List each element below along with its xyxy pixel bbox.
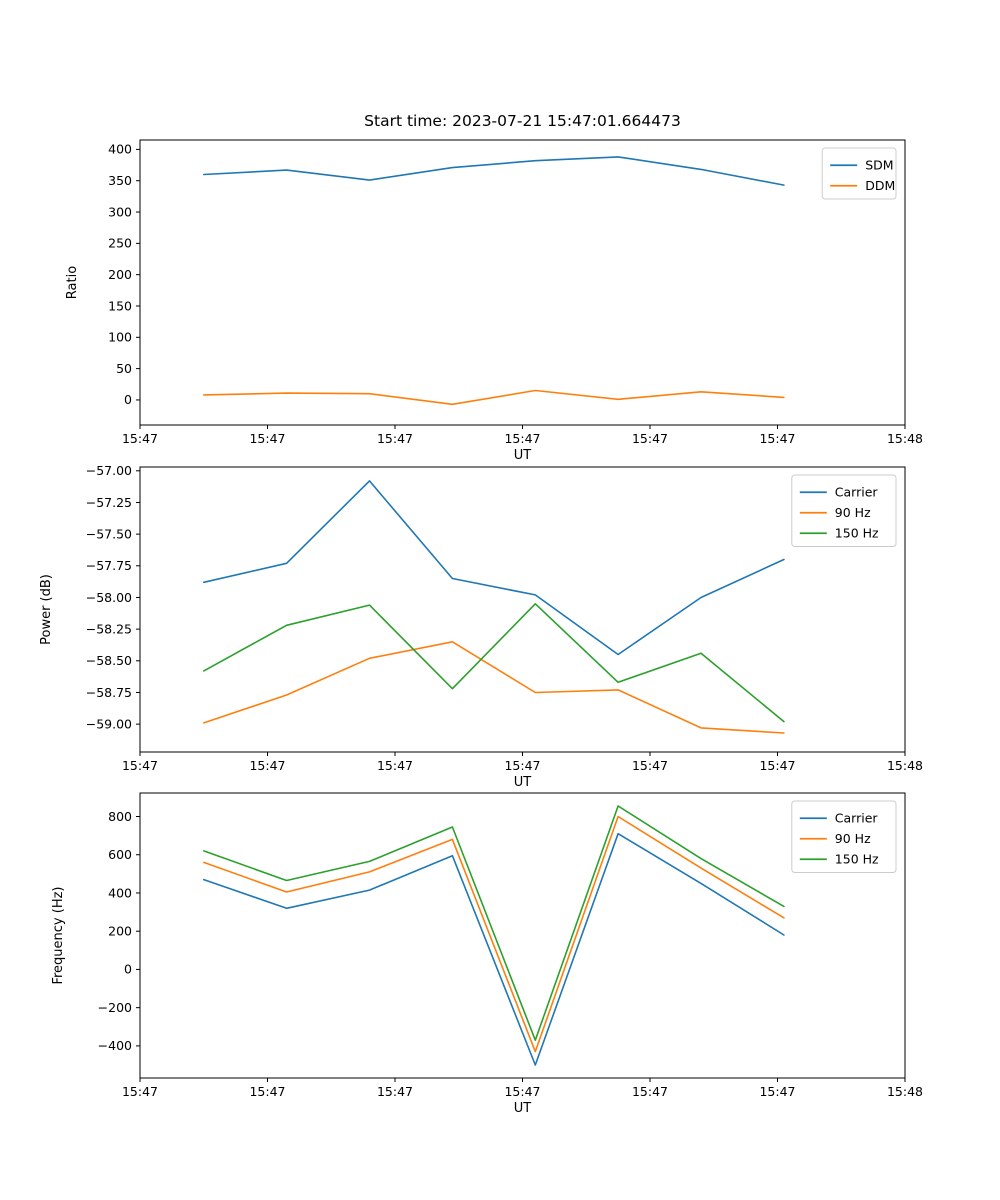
- legend-label: DDM: [865, 178, 895, 193]
- axes-frame: [139, 139, 906, 426]
- y-tick-label: 600: [108, 847, 132, 862]
- x-tick-label: 15:47: [122, 758, 158, 773]
- x-axis-label: UT: [514, 1101, 532, 1116]
- y-tick-label: 300: [108, 204, 132, 219]
- x-tick-label: 15:47: [249, 431, 285, 446]
- y-axis-label: Power (dB): [39, 574, 54, 645]
- legend-label: Carrier: [835, 811, 879, 826]
- x-tick-label: 15:47: [759, 758, 795, 773]
- x-tick-label: 15:48: [887, 758, 923, 773]
- y-tick-label: −58.25: [86, 621, 132, 636]
- x-axis-label: UT: [514, 775, 532, 790]
- y-tick-label: 0: [124, 392, 132, 407]
- x-tick-label: 15:47: [759, 1084, 795, 1099]
- legend-label: 90 Hz: [835, 505, 871, 520]
- y-tick-label: −57.50: [86, 526, 132, 541]
- y-tick-label: 100: [108, 330, 132, 345]
- legend-label: 150 Hz: [835, 852, 879, 867]
- y-tick-label: 800: [108, 809, 132, 824]
- y-tick-label: 0: [124, 962, 132, 977]
- figure-title: Start time: 2023-07-21 15:47:01.664473: [364, 112, 681, 130]
- y-tick-label: −57.00: [86, 463, 132, 478]
- series-line-sdm: [203, 156, 785, 186]
- y-tick-label: 350: [108, 173, 132, 188]
- series-line-carrier: [203, 832, 785, 1066]
- legend-label: 90 Hz: [835, 831, 871, 846]
- series-line-carrier: [203, 480, 785, 656]
- x-tick-label: 15:47: [504, 431, 540, 446]
- series-line-90-hz: [203, 815, 785, 1053]
- y-tick-label: −58.00: [86, 590, 132, 605]
- series-line-ddm: [203, 389, 785, 406]
- series-line-150-hz: [203, 805, 785, 1041]
- x-tick-label: 15:47: [759, 431, 795, 446]
- legend-label: 150 Hz: [835, 526, 879, 541]
- x-tick-label: 15:47: [377, 758, 413, 773]
- x-tick-label: 15:47: [377, 1084, 413, 1099]
- y-axis-label: Ratio: [65, 266, 80, 299]
- x-tick-label: 15:47: [632, 431, 668, 446]
- axes-frame: [139, 792, 906, 1079]
- x-tick-label: 15:47: [122, 431, 158, 446]
- series-line-150-hz: [203, 602, 785, 723]
- y-tick-label: −200: [98, 1000, 132, 1015]
- legend-label: Carrier: [835, 485, 879, 500]
- subplot-0: 15:47 15:47 15:47 15:47 15:47 15:47 15:48 0 50 10…: [65, 139, 923, 463]
- y-tick-label: 200: [108, 267, 132, 282]
- series-line-90-hz: [203, 640, 785, 734]
- y-tick-label: 50: [116, 361, 132, 376]
- y-tick-label: 250: [108, 236, 132, 251]
- subplot-1: 15:47 15:47 15:47 15:47 15:47 15:47 15:48 −59.0…: [39, 463, 923, 790]
- x-tick-label: 15:47: [249, 1084, 285, 1099]
- y-tick-label: −59.00: [86, 716, 132, 731]
- y-tick-label: −57.75: [86, 558, 132, 573]
- y-tick-label: −58.50: [86, 653, 132, 668]
- y-tick-label: 200: [108, 923, 132, 938]
- x-axis-label: UT: [514, 448, 532, 463]
- y-tick-label: −58.75: [86, 685, 132, 700]
- legend-label: SDM: [865, 158, 893, 173]
- y-tick-label: 400: [108, 142, 132, 157]
- legend: Carrier 90 Hz 150 Hz: [791, 800, 897, 873]
- x-tick-label: 15:47: [504, 758, 540, 773]
- x-tick-label: 15:47: [504, 1084, 540, 1099]
- x-tick-label: 15:48: [887, 431, 923, 446]
- y-tick-label: −400: [98, 1038, 132, 1053]
- x-tick-label: 15:47: [632, 758, 668, 773]
- y-tick-label: 150: [108, 298, 132, 313]
- x-tick-label: 15:47: [249, 758, 285, 773]
- subplot-2: 15:47 15:47 15:47 15:47 15:47 15:47 15:48 −400 −…: [51, 792, 923, 1116]
- x-tick-label: 15:47: [632, 1084, 668, 1099]
- legend: Carrier 90 Hz 150 Hz: [791, 474, 897, 547]
- y-tick-label: −57.25: [86, 495, 132, 510]
- axes-frame: [139, 466, 906, 753]
- x-tick-label: 15:48: [887, 1084, 923, 1099]
- y-tick-label: 400: [108, 885, 132, 900]
- y-axis-label: Frequency (Hz): [51, 886, 66, 984]
- x-tick-label: 15:47: [122, 1084, 158, 1099]
- x-tick-label: 15:47: [377, 431, 413, 446]
- legend: SDM DDM: [821, 147, 897, 200]
